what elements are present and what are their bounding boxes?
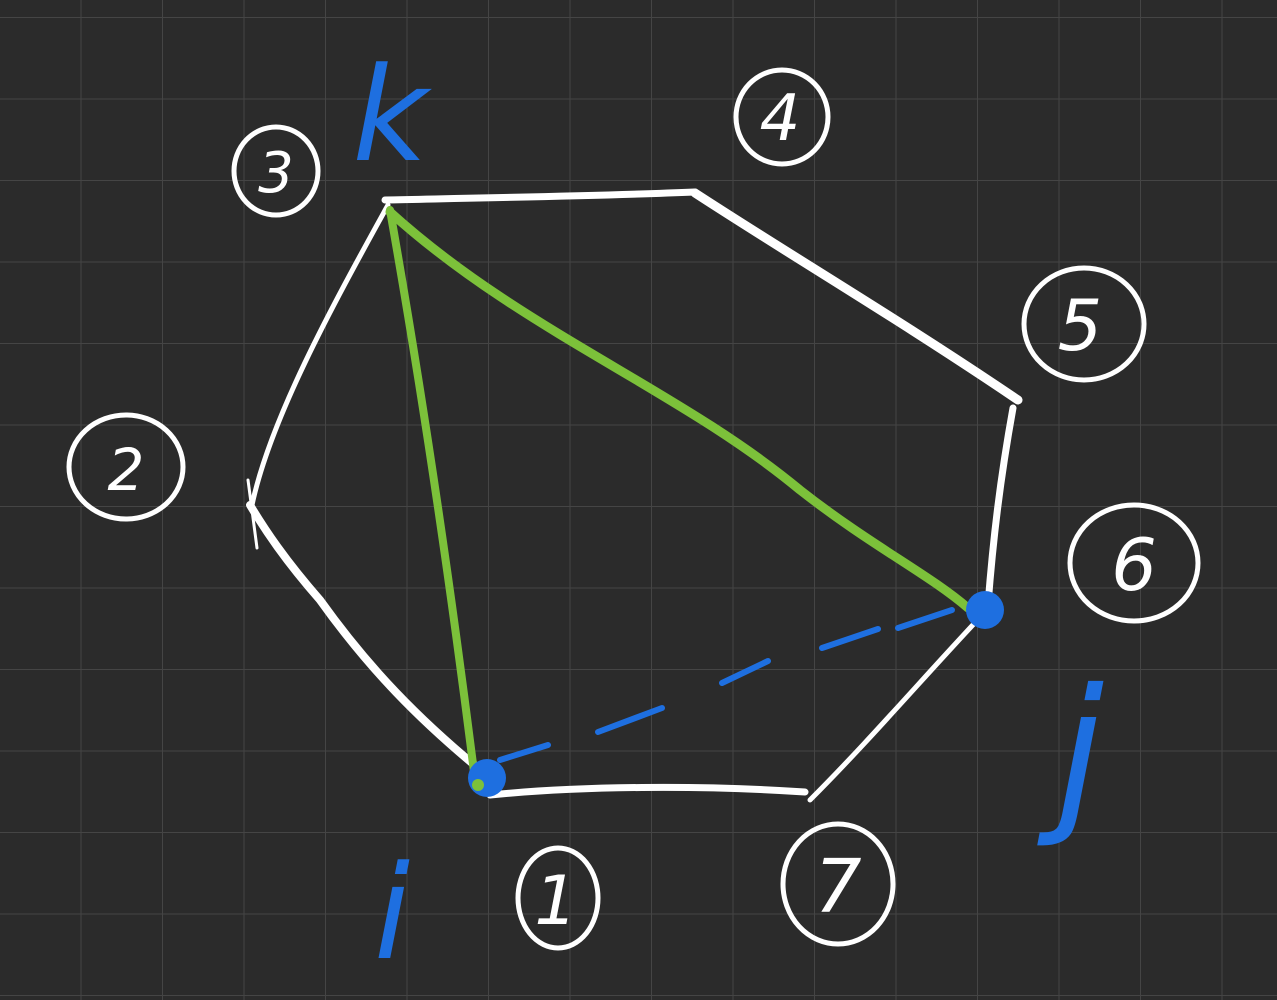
- vertex-label-6: 6: [1067, 502, 1201, 624]
- vertex-markers: [468, 591, 1004, 797]
- circle-outline: [66, 412, 186, 522]
- circle-outline: [780, 821, 896, 947]
- polygon-edges: [246, 188, 1023, 803]
- vertex-i-center: [472, 779, 484, 791]
- circle-outline: [231, 124, 321, 218]
- edge-k-i: [386, 206, 479, 784]
- circle-outline: [1021, 265, 1147, 383]
- edge-1-2: [246, 501, 482, 772]
- label-text: 3: [258, 141, 294, 206]
- edge-7-1: [486, 783, 809, 799]
- vertex-i-dot: [468, 759, 506, 797]
- label-text: 7: [814, 844, 861, 930]
- label-text: 5: [1058, 285, 1103, 367]
- label-text: 2: [108, 436, 145, 504]
- variable-k-label: k: [352, 39, 432, 191]
- vertex-label-3: 3: [231, 124, 321, 218]
- triangle-edges: [385, 206, 973, 784]
- edge-2-3: [249, 202, 391, 508]
- vertex-label-7: 7: [780, 821, 896, 947]
- edge-k-j: [385, 207, 973, 613]
- label-text: 1: [534, 862, 577, 941]
- edge-5-6: [984, 404, 1017, 609]
- circle-outline: [1067, 502, 1201, 624]
- variable-i-label: i: [374, 837, 410, 989]
- circle-outline: [733, 67, 831, 167]
- label-text: 6: [1111, 523, 1157, 607]
- edge-4-5: [690, 188, 1023, 405]
- circle-outline: [515, 845, 601, 951]
- vertex-label-5: 5: [1021, 265, 1147, 383]
- vertex-label-1: 1: [515, 845, 601, 951]
- edge-2-tick: [246, 478, 259, 550]
- vertex-label-2: 2: [66, 412, 186, 522]
- dashed-edge-i-j: [497, 607, 955, 763]
- vertex-j-dot: [966, 591, 1004, 629]
- vertex-label-4: 4: [733, 67, 831, 167]
- edge-6-7: [807, 609, 988, 803]
- label-text: 4: [760, 82, 801, 156]
- edge-3-4: [381, 188, 699, 204]
